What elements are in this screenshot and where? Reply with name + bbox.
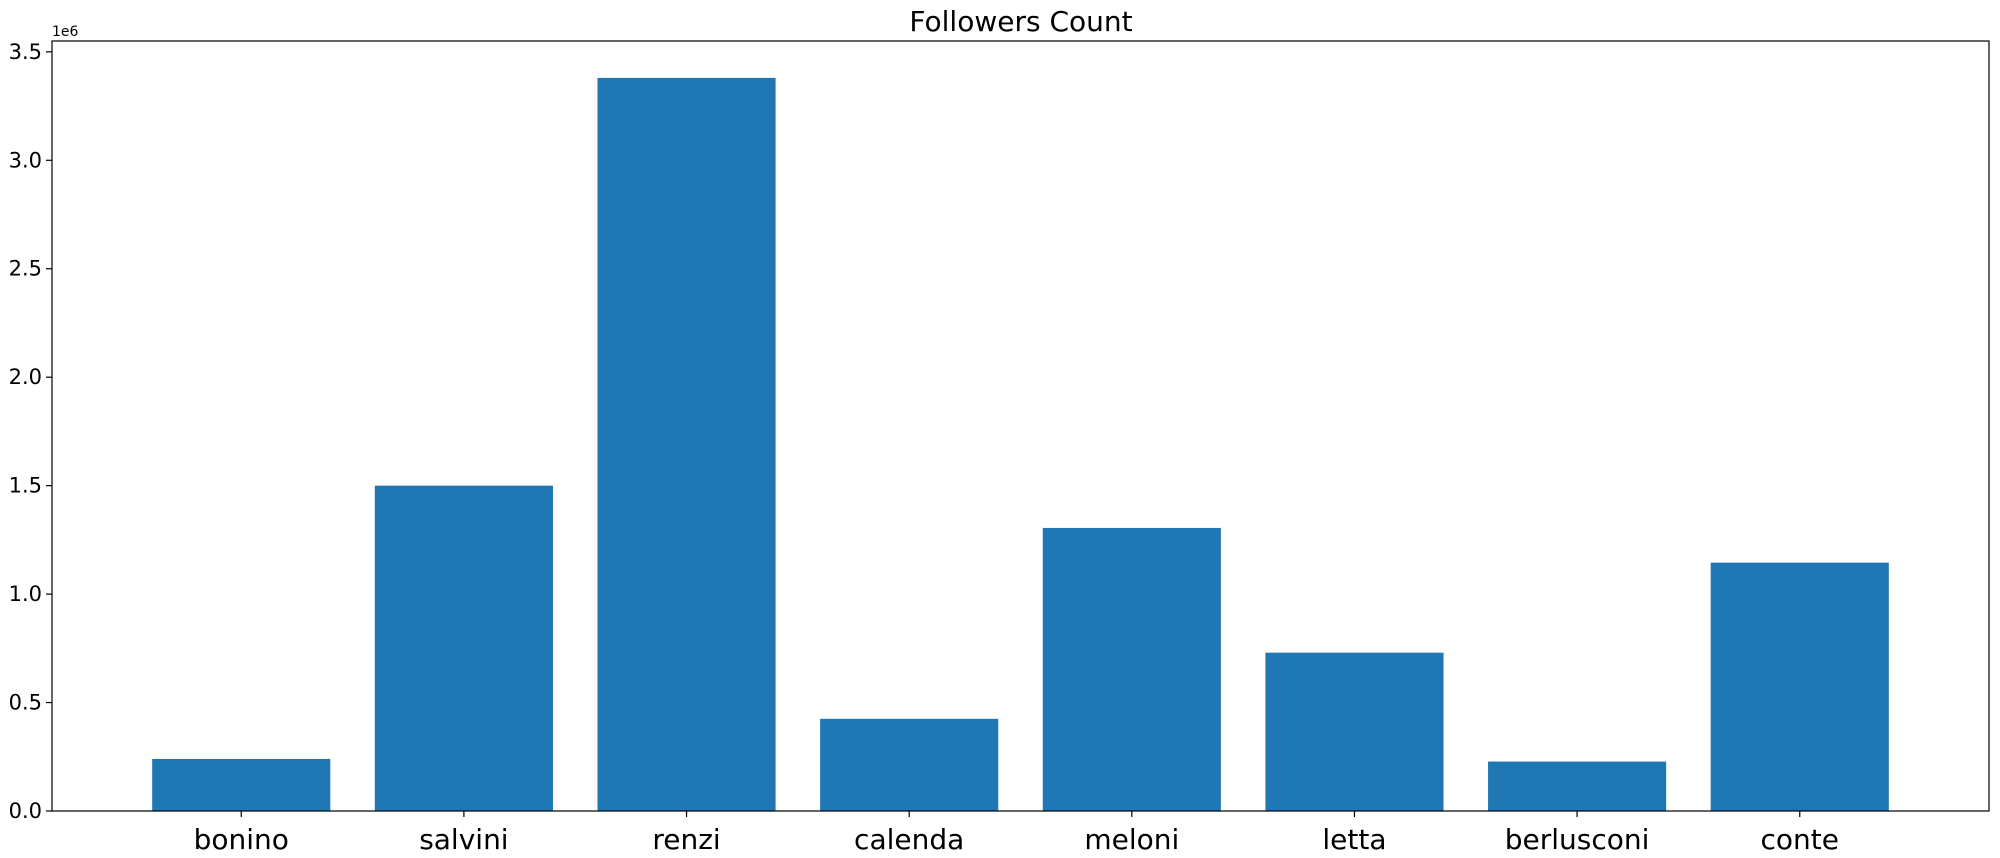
y-tick-label: 3.5	[9, 40, 42, 64]
bar-letta	[1265, 652, 1444, 811]
y-axis-ticks: 0.0 0.5 1.0 1.5 2.0 2.5 3.0 3.5	[9, 40, 52, 823]
bars-group	[152, 77, 1889, 812]
bar-berlusconi	[1488, 761, 1667, 811]
chart-title: Followers Count	[909, 5, 1132, 38]
y-tick-label: 0.0	[9, 799, 42, 823]
y-tick-label: 0.5	[9, 691, 42, 715]
y-tick-label: 2.5	[9, 257, 42, 281]
x-tick-label-berlusconi: berlusconi	[1505, 823, 1650, 856]
x-tick-label-bonino: bonino	[194, 823, 289, 856]
bar-renzi	[597, 77, 776, 812]
y-tick-label: 2.0	[9, 365, 42, 389]
bar-calenda	[820, 718, 999, 811]
x-axis-ticks: bonino salvini renzi calenda meloni letta berl…	[194, 811, 1839, 856]
x-tick-label-meloni: meloni	[1084, 823, 1179, 856]
x-tick-label-calenda: calenda	[854, 823, 964, 856]
y-tick-label: 3.0	[9, 148, 42, 172]
plot-frame	[51, 40, 1990, 812]
y-tick-label: 1.5	[9, 474, 42, 498]
x-tick-label-salvini: salvini	[419, 823, 508, 856]
x-tick-label-letta: letta	[1322, 823, 1386, 856]
bar-salvini	[374, 485, 553, 811]
x-tick-label-conte: conte	[1761, 823, 1839, 856]
y-tick-label: 1.0	[9, 582, 42, 606]
bar-bonino	[152, 758, 331, 811]
bar-meloni	[1042, 527, 1221, 811]
y-axis-offset-label: 1e6	[52, 24, 79, 40]
bar-conte	[1710, 562, 1889, 811]
x-tick-label-renzi: renzi	[652, 823, 720, 856]
